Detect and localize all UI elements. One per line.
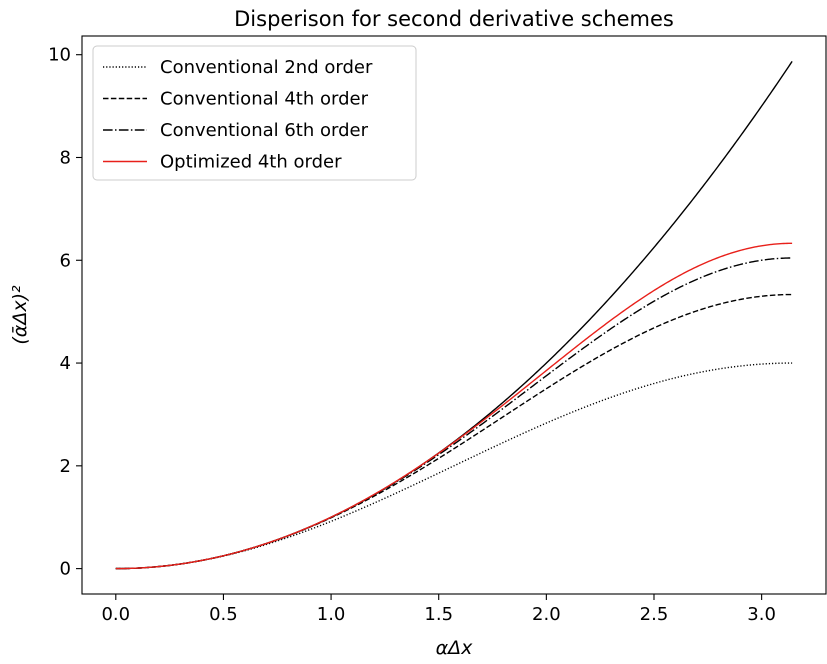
legend-item-conventional-2nd: Conventional 2nd order <box>103 57 373 78</box>
y-tick-label: 6 <box>60 250 71 271</box>
legend-item-optimized-4th: Optimized 4th order <box>103 152 342 173</box>
plot-frame <box>81 35 827 595</box>
y-axis-label: (ᾱΔx)² <box>9 285 31 345</box>
legend-item-conventional-6th: Conventional 6th order <box>103 120 369 141</box>
x-tick-label: 2.0 <box>532 604 561 625</box>
y-tick-label: 2 <box>60 456 71 477</box>
x-axis-label: αΔx <box>436 637 474 659</box>
x-tick-label: 1.0 <box>317 604 346 625</box>
legend: Conventional 2nd order Conventional 4th o… <box>92 45 417 181</box>
legend-label: Optimized 4th order <box>160 152 342 173</box>
legend-label: Conventional 6th order <box>160 120 369 141</box>
x-tick-label: 2.5 <box>640 604 669 625</box>
conventional-4th-order-line <box>115 293 793 570</box>
y-tick-label: 8 <box>60 147 71 168</box>
y-tick-label: 10 <box>48 45 71 66</box>
chart-title: Disperison for second derivative schemes <box>234 7 674 31</box>
legend-label: Conventional 4th order <box>160 89 369 110</box>
legend-label: Conventional 2nd order <box>160 57 373 78</box>
optimized-4th-order-line <box>115 242 793 570</box>
x-tick-label: 0.0 <box>101 604 130 625</box>
y-tick-label: 0 <box>60 559 71 580</box>
legend-item-conventional-4th: Conventional 4th order <box>103 89 369 110</box>
x-tick-label: 0.5 <box>209 604 238 625</box>
conventional-6th-order-line <box>115 257 793 570</box>
y-tick-label: 4 <box>60 353 71 374</box>
x-tick-label: 1.5 <box>424 604 453 625</box>
conventional-2nd-order-line <box>115 362 793 570</box>
x-tick-label: 3.0 <box>747 604 776 625</box>
